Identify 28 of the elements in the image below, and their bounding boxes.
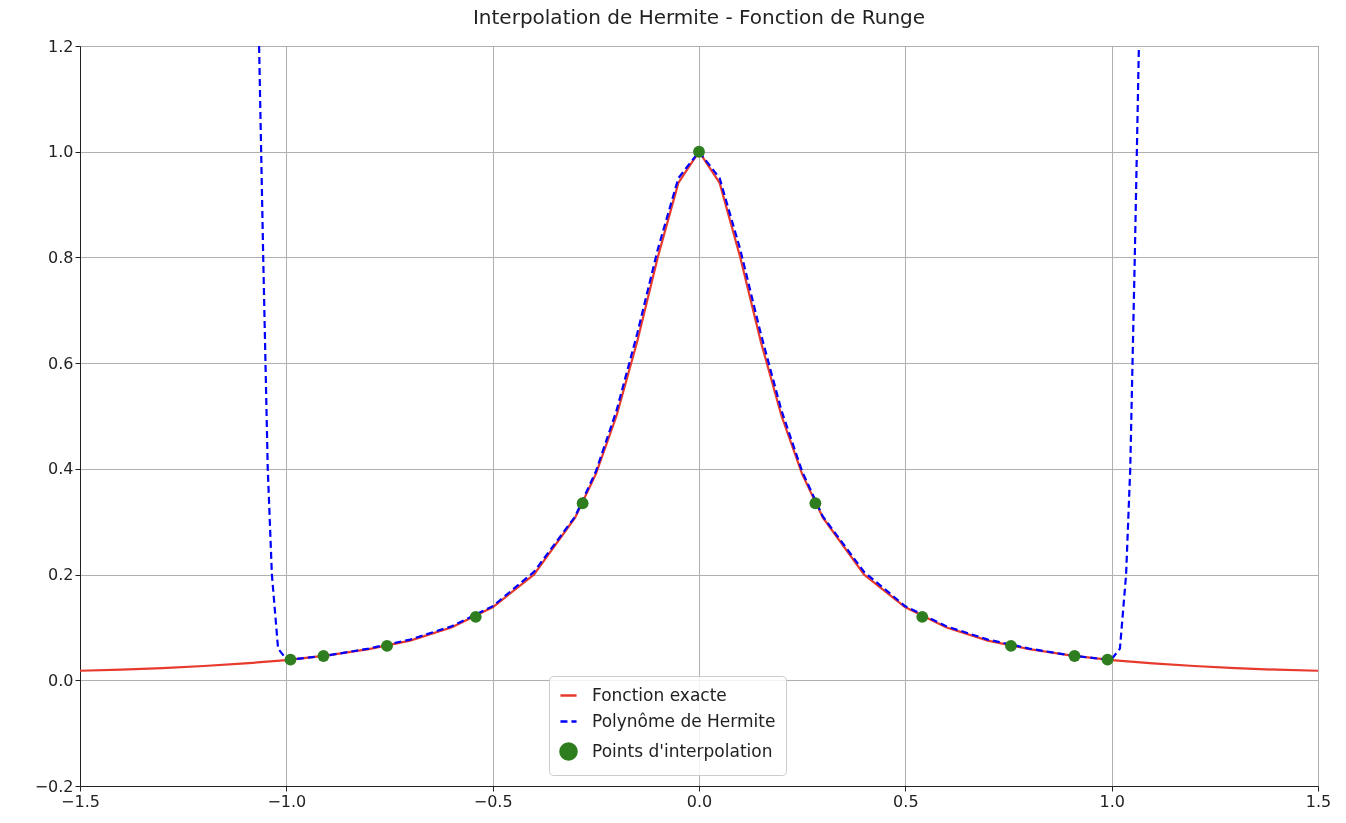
point [1068,650,1081,662]
y-tick-label: 0.8 [48,247,74,267]
x-tick-label: 1.5 [1305,791,1332,811]
point [317,650,330,662]
y-tick-label: 0.6 [48,353,74,373]
x-tick-label: 1.0 [1099,791,1125,811]
y-tick-label: 1.2 [48,36,74,56]
x-tick-label: 0.0 [686,791,713,811]
legend-label: Fonction exacte [592,684,727,705]
point [693,145,705,158]
x-tick-label: −1.0 [267,791,307,811]
x-tick-label: −0.5 [473,791,513,811]
y-tick-label: 0.2 [48,565,74,585]
y-tick-label: 0.0 [48,670,74,690]
point [381,640,393,652]
y-tick-label: 0.4 [48,459,74,479]
point [916,610,929,623]
chart-title: Interpolation de Hermite - Fonction de Runge [472,5,926,29]
point [809,497,822,510]
point [469,610,482,623]
point [1005,640,1017,652]
y-tick-label: 1.0 [48,142,74,162]
point [1101,653,1114,666]
legend-label: Polynôme de Hermite [592,710,776,731]
legend-label: Points d'interpolation [592,740,773,761]
x-tick-label: 0.5 [893,791,919,811]
point [576,497,589,510]
point [284,653,297,666]
